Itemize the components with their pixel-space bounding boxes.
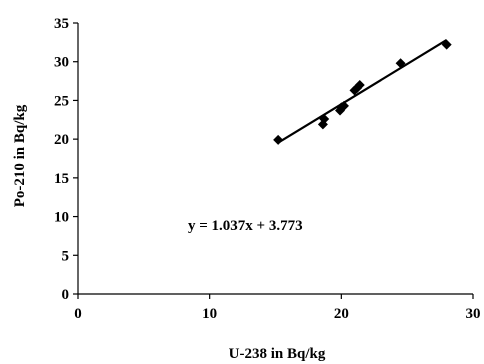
data-point [273,134,284,145]
y-tick-label: 25 [54,93,69,109]
data-point [395,58,406,69]
x-tick-label: 10 [202,306,217,322]
data-point [441,39,452,50]
chart-tick-labels: 0 5 10 15 20 25 30 35 0 10 20 30 [54,16,481,322]
x-tick-label: 0 [74,306,82,322]
data-points [273,39,452,145]
data-point [338,100,349,111]
trendline [277,39,448,144]
y-tick-label: 10 [54,210,69,226]
data-point [354,79,365,90]
x-tick-label: 20 [334,306,349,322]
x-axis-title: U-238 in Bq/kg [229,346,326,362]
data-point [319,114,330,125]
x-tick-label: 30 [466,306,481,322]
y-tick-label: 0 [62,287,70,303]
y-tick-label: 5 [62,248,70,264]
chart-ticks [73,22,474,299]
chart-axes [77,23,473,295]
y-tick-label: 15 [54,171,69,187]
y-tick-label: 20 [54,132,69,148]
y-tick-label: 35 [54,16,69,32]
trendline-equation: y = 1.037x + 3.773 [188,218,303,234]
y-axis-title: Po-210 in Bq/kg [12,104,28,207]
y-tick-label: 30 [54,55,69,71]
